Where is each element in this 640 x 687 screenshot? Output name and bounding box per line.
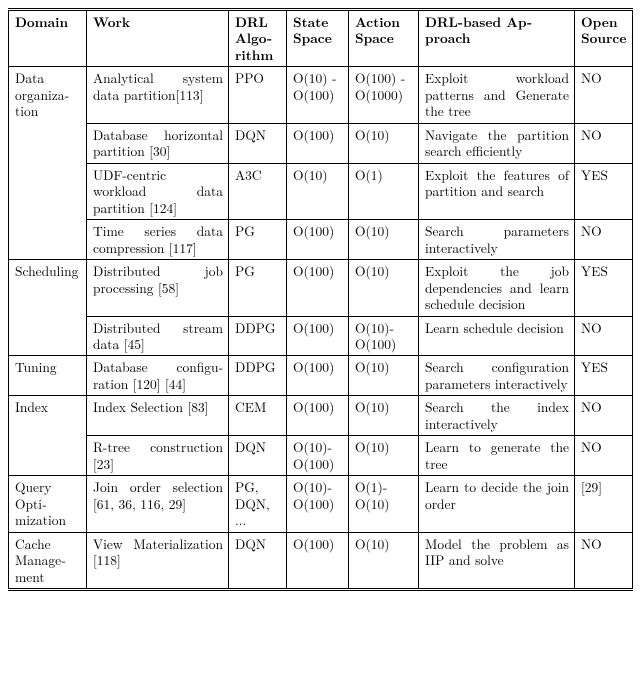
- cell-approach: Learn schedule decision: [419, 316, 575, 356]
- cell-open: [29]: [575, 476, 633, 532]
- cell-action: O(10): [349, 436, 419, 476]
- cell-approach: Search parame­ters interactively: [419, 220, 575, 260]
- cell-work: Join order selec­tion [61, 36, 116, 29]: [87, 476, 229, 532]
- cell-state: O(10) - O(100): [287, 67, 349, 123]
- cell-domain: Query Opti­mization: [9, 476, 87, 532]
- cell-action: O(10): [349, 220, 419, 260]
- cell-action: O(10): [349, 532, 419, 589]
- cell-algo: DDPG: [229, 316, 287, 356]
- cell-action: O(100) - O(1000): [349, 67, 419, 123]
- cell-approach: Learn to generate the tree: [419, 436, 575, 476]
- cell-state: O(100): [287, 396, 349, 436]
- cell-open: NO: [575, 123, 633, 163]
- cell-approach: Model the prob­lem as IIP and solve: [419, 532, 575, 589]
- cell-state: O(100): [287, 260, 349, 316]
- cell-work: Index Selec­tion [83]: [87, 396, 229, 436]
- cell-algo: DDPG: [229, 356, 287, 396]
- cell-work: UDF-centric workload data partition [124…: [87, 163, 229, 219]
- cell-work: Distributed job processing [58]: [87, 260, 229, 316]
- cell-algo: DQN: [229, 123, 287, 163]
- cell-work: Analytical system data partition[113]: [87, 67, 229, 123]
- cell-action: O(10): [349, 356, 419, 396]
- table-row: UDF-centric workload data partition [124…: [9, 163, 633, 219]
- cell-action: O(10)-O(100): [349, 316, 419, 356]
- cell-action: O(10): [349, 123, 419, 163]
- cell-algo: PG, DQN, ...: [229, 476, 287, 532]
- col-action: Action Space: [349, 10, 419, 67]
- cell-approach: Exploit the fea­tures of partition and s…: [419, 163, 575, 219]
- cell-open: NO: [575, 436, 633, 476]
- cell-domain: Cache Manage­ment: [9, 532, 87, 589]
- cell-work: Database horizon­tal partition [30]: [87, 123, 229, 163]
- col-open: Open Source: [575, 10, 633, 67]
- cell-approach: Exploit the job dependencies and learn s…: [419, 260, 575, 316]
- cell-work: Distributed stream data [45]: [87, 316, 229, 356]
- cell-work: Time series data compression [117]: [87, 220, 229, 260]
- cell-open: YES: [575, 163, 633, 219]
- cell-action: O(10): [349, 260, 419, 316]
- cell-open: NO: [575, 316, 633, 356]
- table-row: Time series data compression [117]PGO(10…: [9, 220, 633, 260]
- col-approach: DRL-based Ap­proach: [419, 10, 575, 67]
- cell-approach: Navigate the par­tition search effi­cien…: [419, 123, 575, 163]
- cell-domain: Scheduling: [9, 260, 87, 356]
- cell-approach: Learn to decide the join order: [419, 476, 575, 532]
- cell-algo: DQN: [229, 532, 287, 589]
- col-work: Work: [87, 10, 229, 67]
- cell-open: NO: [575, 220, 633, 260]
- cell-open: YES: [575, 260, 633, 316]
- table-row: TuningDatabase configu­ration [120] [44]…: [9, 356, 633, 396]
- table-body: Data organiza­tionAnalytical system data…: [9, 67, 633, 590]
- col-domain: Domain: [9, 10, 87, 67]
- table-row: Cache Manage­mentView Materializa­tion […: [9, 532, 633, 589]
- table-row: R-tree construc­tion [23]DQNO(10)-O(100)…: [9, 436, 633, 476]
- table-row: Data organiza­tionAnalytical system data…: [9, 67, 633, 123]
- cell-state: O(100): [287, 532, 349, 589]
- cell-domain: Tuning: [9, 356, 87, 396]
- cell-state: O(100): [287, 220, 349, 260]
- cell-action: O(1): [349, 163, 419, 219]
- table-row: IndexIndex Selec­tion [83]CEMO(100)O(10)…: [9, 396, 633, 436]
- cell-work: View Materializa­tion [118]: [87, 532, 229, 589]
- cell-state: O(10)-O(100): [287, 476, 349, 532]
- cell-algo: PG: [229, 220, 287, 260]
- cell-open: NO: [575, 396, 633, 436]
- cell-approach: Exploit workload patterns and Gen­erate …: [419, 67, 575, 123]
- cell-approach: Search the index interactively: [419, 396, 575, 436]
- col-state: State Space: [287, 10, 349, 67]
- cell-open: NO: [575, 67, 633, 123]
- table-row: Distributed stream data [45]DDPGO(100)O(…: [9, 316, 633, 356]
- col-algo: DRL Algo­rithm: [229, 10, 287, 67]
- cell-algo: PG: [229, 260, 287, 316]
- cell-action: O(10): [349, 396, 419, 436]
- drl-survey-table: Domain Work DRL Algo­rithm State Space A…: [8, 8, 633, 591]
- cell-work: R-tree construc­tion [23]: [87, 436, 229, 476]
- table-row: Query Opti­mizationJoin order selec­tion…: [9, 476, 633, 532]
- cell-open: NO: [575, 532, 633, 589]
- cell-action: O(1)-O(10): [349, 476, 419, 532]
- cell-state: O(100): [287, 356, 349, 396]
- cell-work: Database configu­ration [120] [44]: [87, 356, 229, 396]
- cell-algo: CEM: [229, 396, 287, 436]
- cell-domain: Index: [9, 396, 87, 476]
- cell-algo: A3C: [229, 163, 287, 219]
- cell-algo: DQN: [229, 436, 287, 476]
- cell-state: O(10): [287, 163, 349, 219]
- cell-state: O(100): [287, 123, 349, 163]
- cell-domain: Data organiza­tion: [9, 67, 87, 260]
- cell-algo: PPO: [229, 67, 287, 123]
- cell-state: O(100): [287, 316, 349, 356]
- header-row: Domain Work DRL Algo­rithm State Space A…: [9, 10, 633, 67]
- table-row: SchedulingDistributed job processing [58…: [9, 260, 633, 316]
- cell-approach: Search configura­tion parameters interac…: [419, 356, 575, 396]
- cell-state: O(10)-O(100): [287, 436, 349, 476]
- table-row: Database horizon­tal partition [30]DQNO(…: [9, 123, 633, 163]
- cell-open: YES: [575, 356, 633, 396]
